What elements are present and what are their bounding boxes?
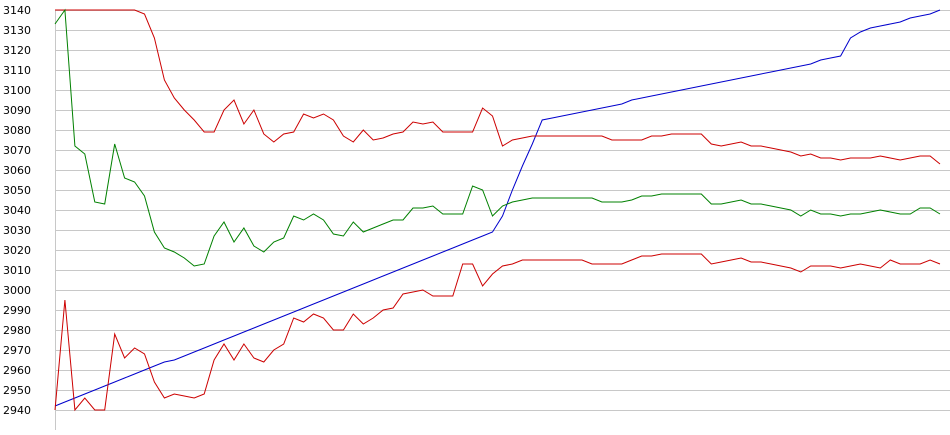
y-tick-label: 3140 bbox=[3, 4, 31, 17]
y-tick-label: 3130 bbox=[3, 24, 31, 37]
y-tick-label: 3030 bbox=[3, 224, 31, 237]
y-tick-label: 2960 bbox=[3, 364, 31, 377]
grid bbox=[55, 10, 950, 411]
y-tick-label: 2970 bbox=[3, 344, 31, 357]
y-tick-label: 3020 bbox=[3, 244, 31, 257]
y-tick-label: 3060 bbox=[3, 164, 31, 177]
y-tick-label: 3110 bbox=[3, 64, 31, 77]
y-tick-label: 3000 bbox=[3, 284, 31, 297]
y-tick-label: 3040 bbox=[3, 204, 31, 217]
series-line-2 bbox=[55, 9, 941, 165]
series-line-4 bbox=[54, 253, 941, 412]
y-tick-label: 3050 bbox=[3, 184, 31, 197]
y-tick-label: 3120 bbox=[3, 44, 31, 57]
y-tick-label: 2980 bbox=[3, 324, 31, 337]
series-group bbox=[54, 8, 941, 412]
y-axis: 2940 2950 2960 2970 2980 2990 3000 3010 3020 3030… bbox=[3, 4, 56, 430]
y-tick-label: 3070 bbox=[3, 144, 31, 157]
y-tick-label: 2990 bbox=[3, 304, 31, 317]
y-tick-label: 3090 bbox=[3, 104, 31, 117]
series-line-1 bbox=[54, 9, 941, 407]
y-tick-label: 2940 bbox=[3, 404, 31, 417]
y-tick-label: 3100 bbox=[3, 84, 31, 97]
y-tick-label: 2950 bbox=[3, 384, 31, 397]
series-line-3 bbox=[54, 8, 941, 267]
y-tick-label: 3080 bbox=[3, 124, 31, 137]
y-tick-label: 3010 bbox=[3, 264, 31, 277]
